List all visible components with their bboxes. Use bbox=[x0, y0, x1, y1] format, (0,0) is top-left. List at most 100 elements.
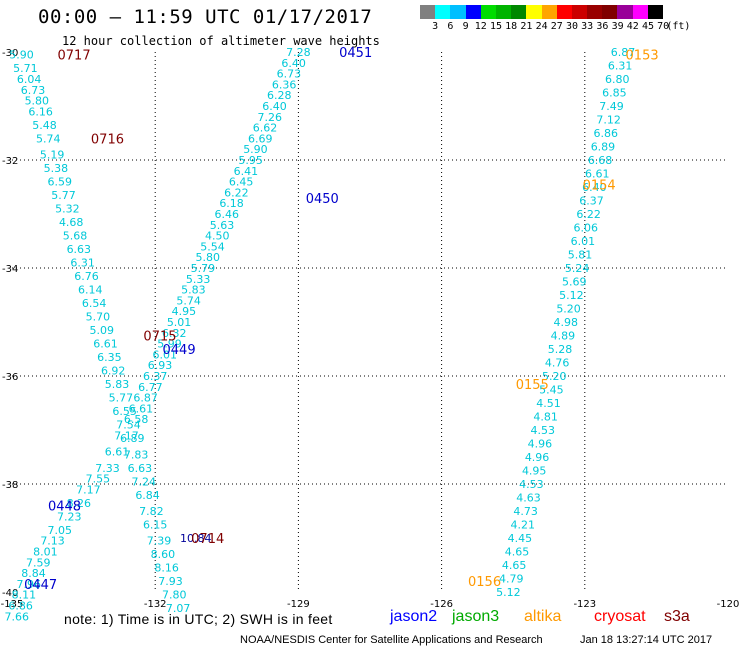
x-tick-label: -129 bbox=[287, 599, 310, 610]
y-tick-label: -40 bbox=[2, 588, 18, 599]
wave-height-value: 6.61 bbox=[93, 338, 118, 351]
wave-height-value: 5.20 bbox=[556, 303, 581, 316]
wave-height-value: 6.15 bbox=[143, 519, 168, 532]
legend-label: 42 bbox=[626, 21, 639, 32]
wave-height-value: 5.77 bbox=[51, 189, 76, 202]
wave-height-value-high: 10.84 bbox=[180, 532, 212, 545]
wave-height-value: 6.69 bbox=[248, 132, 273, 145]
wave-height-value: 5.09 bbox=[89, 324, 114, 337]
wave-height-value: 6.77 bbox=[138, 381, 163, 394]
wave-height-value: 6.62 bbox=[253, 122, 278, 135]
wave-height-value: 7.96 bbox=[16, 578, 41, 591]
wave-height-value: 5.69 bbox=[562, 276, 587, 289]
pass-label: 0717 bbox=[58, 49, 91, 64]
wave-height-value: 6.93 bbox=[148, 359, 173, 372]
satellite-cryosat: cryosat bbox=[594, 608, 646, 625]
legend-swatch bbox=[617, 5, 633, 19]
wave-height-value: 5.74 bbox=[36, 132, 61, 145]
wave-height-value: 7.17 bbox=[76, 483, 101, 496]
wave-height-value: 4.53 bbox=[531, 424, 556, 437]
wave-height-value: 6.40 bbox=[262, 100, 287, 113]
wave-height-value: 6.73 bbox=[21, 84, 46, 97]
y-tick-label: -34 bbox=[2, 264, 18, 275]
pass-label: 0155 bbox=[516, 378, 549, 393]
wave-height-value: 7.23 bbox=[57, 510, 82, 523]
legend-swatch bbox=[511, 5, 527, 19]
pass-label: 0156 bbox=[468, 575, 501, 590]
legend-label: 39 bbox=[611, 21, 624, 32]
y-tick-label: -38 bbox=[2, 480, 18, 491]
wave-height-value: 6.40 bbox=[582, 181, 607, 194]
wave-height-value: 4.95 bbox=[522, 465, 547, 478]
wave-height-value: 7.05 bbox=[47, 524, 72, 537]
wave-height-value: 7.39 bbox=[147, 535, 172, 548]
x-tick-label: -135 bbox=[1, 599, 24, 610]
wave-height-value: 6.76 bbox=[74, 270, 99, 283]
wave-height-value: 6.55 bbox=[112, 405, 137, 418]
wave-height-value: 5.24 bbox=[565, 262, 590, 275]
pass-label: 0448 bbox=[48, 500, 81, 515]
wave-height-value: 7.59 bbox=[26, 556, 51, 569]
wave-height-value: 4.81 bbox=[533, 411, 558, 424]
wave-height-value: 5.54 bbox=[200, 240, 225, 253]
y-tick-label: -36 bbox=[2, 372, 18, 383]
wave-height-value: 8.16 bbox=[154, 562, 179, 575]
legend-swatch bbox=[495, 5, 512, 19]
wave-height-value: 6.37 bbox=[579, 195, 604, 208]
legend-label: (ft) bbox=[666, 21, 691, 32]
wave-height-value: 6.54 bbox=[82, 297, 107, 310]
wave-height-value: 6.31 bbox=[70, 257, 95, 270]
legend-label: 18 bbox=[505, 21, 518, 32]
wave-height-value: 8.60 bbox=[151, 548, 176, 561]
wave-height-value: 5.79 bbox=[191, 262, 216, 275]
legend-label: 70 bbox=[657, 21, 670, 32]
wave-height-value: 5.80 bbox=[195, 251, 220, 264]
wave-height-value: 5.83 bbox=[105, 378, 130, 391]
legend-swatch bbox=[647, 5, 663, 19]
wave-height-value: 4.21 bbox=[510, 519, 535, 532]
wave-height-value: 5.74 bbox=[176, 294, 201, 307]
wave-height-value: 6.06 bbox=[574, 222, 599, 235]
wave-height-value: 5.32 bbox=[55, 203, 80, 216]
pass-label: 0714 bbox=[191, 532, 224, 547]
wave-height-value: 6.85 bbox=[602, 87, 627, 100]
wave-height-value: 6.59 bbox=[47, 176, 72, 189]
wave-height-value: 5.90 bbox=[9, 49, 34, 62]
wave-height-value: 4.68 bbox=[59, 216, 84, 229]
wave-height-value: 6.73 bbox=[277, 68, 302, 81]
legend-label: 21 bbox=[520, 21, 533, 32]
wave-height-value: 7.80 bbox=[162, 589, 187, 602]
wave-height-value: 5.01 bbox=[167, 316, 192, 329]
wave-height-value: 7.12 bbox=[596, 114, 621, 127]
wave-height-value: 5.63 bbox=[210, 219, 235, 232]
x-tick-label: -126 bbox=[430, 599, 453, 610]
wave-height-value: 6.45 bbox=[229, 176, 254, 189]
legend-labels: 3 6 9 12 15 18 21 24 27 30 33 36 39 42 45 70 (ft) bbox=[420, 19, 690, 33]
legend-label: 33 bbox=[581, 21, 594, 32]
satellite-s3a: s3a bbox=[664, 608, 690, 625]
wave-height-value: 4.53 bbox=[519, 478, 544, 491]
wave-height-value: 6.16 bbox=[28, 105, 53, 118]
legend-label: 3 bbox=[432, 21, 439, 32]
pass-label: 0450 bbox=[306, 192, 339, 207]
legend-label: 36 bbox=[596, 21, 609, 32]
wave-height-value: 4.79 bbox=[499, 573, 524, 586]
wave-height-value: 6.63 bbox=[67, 243, 92, 256]
credit-text: NOAA/NESDIS Center for Satellite Applica… bbox=[240, 634, 543, 646]
wave-height-value: 7.54 bbox=[116, 419, 141, 432]
wave-height-value: 6.22 bbox=[224, 186, 249, 199]
wave-height-value: 6.14 bbox=[78, 284, 103, 297]
wave-height-value: 6.46 bbox=[215, 208, 240, 221]
wave-height-value: 7.33 bbox=[95, 462, 120, 475]
x-tick-label: -132 bbox=[144, 599, 167, 610]
wave-height-value: 5.70 bbox=[86, 311, 111, 324]
wave-height-value: 6.35 bbox=[97, 351, 122, 364]
legend-label: 24 bbox=[535, 21, 548, 32]
wave-height-value: 7.83 bbox=[124, 448, 149, 461]
wave-height-value: 5.12 bbox=[496, 586, 521, 599]
pass-label: 0153 bbox=[626, 49, 659, 64]
legend-swatch bbox=[420, 5, 436, 19]
pass-label: 0449 bbox=[163, 343, 196, 358]
wave-height-value: 6.61 bbox=[585, 168, 610, 181]
